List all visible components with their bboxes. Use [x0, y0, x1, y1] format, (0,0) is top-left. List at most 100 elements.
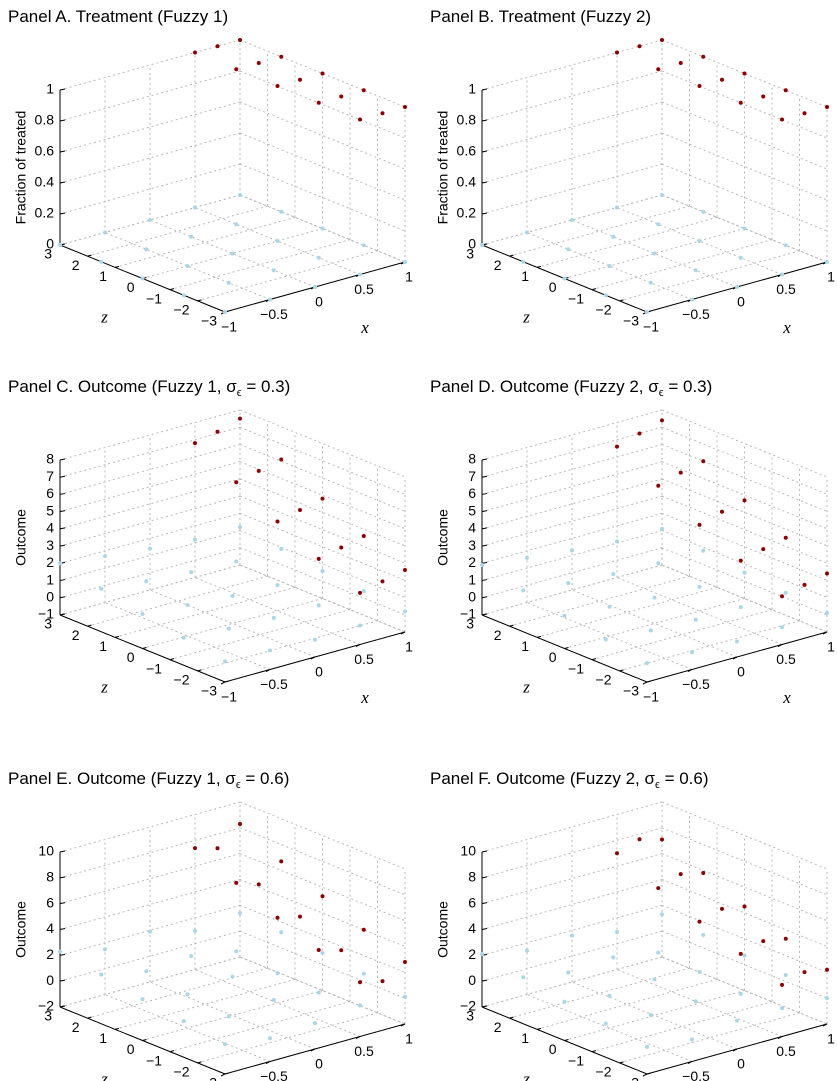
point: [742, 226, 747, 231]
y-tick-label: 0.2: [457, 205, 477, 221]
x-axis: [646, 1023, 828, 1075]
grid-line: [114, 586, 296, 638]
y-tick-label: 0.4: [457, 174, 477, 190]
z-axis-title: z: [100, 1069, 108, 1081]
tick-mark: [59, 181, 66, 184]
point: [738, 100, 743, 105]
x-tick-label: −1: [643, 689, 659, 705]
tick-mark: [642, 1073, 648, 1077]
point: [660, 38, 664, 42]
point: [783, 88, 788, 93]
grid-line: [481, 956, 663, 1008]
point: [735, 285, 739, 289]
point: [697, 84, 702, 88]
grid-line: [87, 575, 268, 627]
point: [99, 972, 104, 977]
point: [403, 994, 407, 999]
grid-line: [59, 194, 241, 246]
grid-line: [509, 575, 690, 627]
x-tick-label: 0: [737, 1056, 745, 1072]
title-text: Panel D. Outcome (Fuzzy 2, σ: [430, 377, 659, 396]
point: [193, 928, 197, 933]
point: [403, 609, 407, 614]
tick-mark: [481, 527, 488, 530]
z-tick-label: −2: [174, 1064, 190, 1080]
x-axis-title: x: [360, 1080, 369, 1081]
z-tick-label: −3: [201, 683, 217, 699]
grid-line: [59, 930, 241, 982]
point: [189, 570, 194, 575]
point: [607, 264, 612, 268]
tick-mark: [59, 979, 66, 982]
z-tick-label: 1: [99, 1030, 107, 1046]
z-axis-title: z: [100, 677, 108, 696]
point: [144, 579, 149, 584]
x-tick-label: 1: [827, 1031, 835, 1047]
grid-line: [536, 586, 718, 638]
point: [361, 534, 366, 539]
point: [193, 50, 197, 55]
point: [693, 617, 698, 622]
grid-line: [87, 205, 268, 257]
tick-mark: [59, 475, 66, 478]
tick-mark: [481, 850, 488, 853]
point: [780, 594, 784, 599]
point: [358, 590, 362, 595]
y-tick-label: 6: [468, 485, 476, 501]
x-tick-label: −1: [221, 319, 237, 335]
tick-mark: [481, 88, 488, 91]
grid-line: [481, 461, 663, 513]
grid-line: [59, 101, 241, 153]
grid-line: [87, 967, 268, 1019]
x-tick-label: −1: [221, 689, 237, 705]
x-tick-label: 0: [737, 664, 745, 680]
title-end: = 0.3): [664, 377, 713, 396]
tick-mark: [481, 492, 488, 495]
point: [256, 882, 261, 887]
point: [690, 1037, 694, 1042]
point: [185, 603, 190, 607]
tick-mark: [59, 119, 66, 122]
x-tick-label: 0: [737, 294, 745, 310]
point: [521, 588, 526, 593]
point: [738, 605, 743, 610]
point: [697, 584, 702, 589]
point: [268, 648, 272, 653]
tick-mark: [481, 181, 488, 184]
point: [238, 525, 242, 530]
y-tick-label: 3: [468, 537, 476, 553]
point: [690, 650, 694, 655]
grid-line: [59, 132, 241, 184]
point: [226, 280, 231, 285]
point: [148, 929, 152, 934]
y-tick-label: 6: [46, 485, 54, 501]
tick-mark: [481, 928, 488, 930]
point: [313, 1021, 317, 1026]
z-tick-label: 0: [549, 279, 557, 295]
tick-mark: [59, 850, 66, 853]
x-tick-label: −0.5: [682, 1068, 710, 1081]
point: [645, 1044, 649, 1049]
point: [525, 555, 529, 560]
z-tick-label: 2: [494, 257, 502, 273]
z-tick-label: 2: [494, 627, 502, 643]
point: [780, 272, 784, 277]
point: [403, 105, 407, 109]
z-axis: [481, 614, 648, 683]
x-tick-label: 0.5: [776, 281, 796, 297]
y-tick-label: 0: [468, 972, 476, 988]
x-tick-label: 1: [827, 639, 835, 655]
y-tick-label: 1: [46, 81, 54, 97]
tick-mark: [481, 475, 488, 478]
point: [275, 915, 280, 920]
point: [279, 209, 284, 214]
grid-line: [481, 132, 663, 184]
point: [403, 960, 407, 964]
point: [226, 626, 231, 631]
tick-mark: [59, 544, 66, 547]
point: [230, 251, 235, 256]
point: [103, 947, 107, 952]
point: [339, 545, 344, 550]
y-tick-label: 1: [46, 571, 54, 587]
